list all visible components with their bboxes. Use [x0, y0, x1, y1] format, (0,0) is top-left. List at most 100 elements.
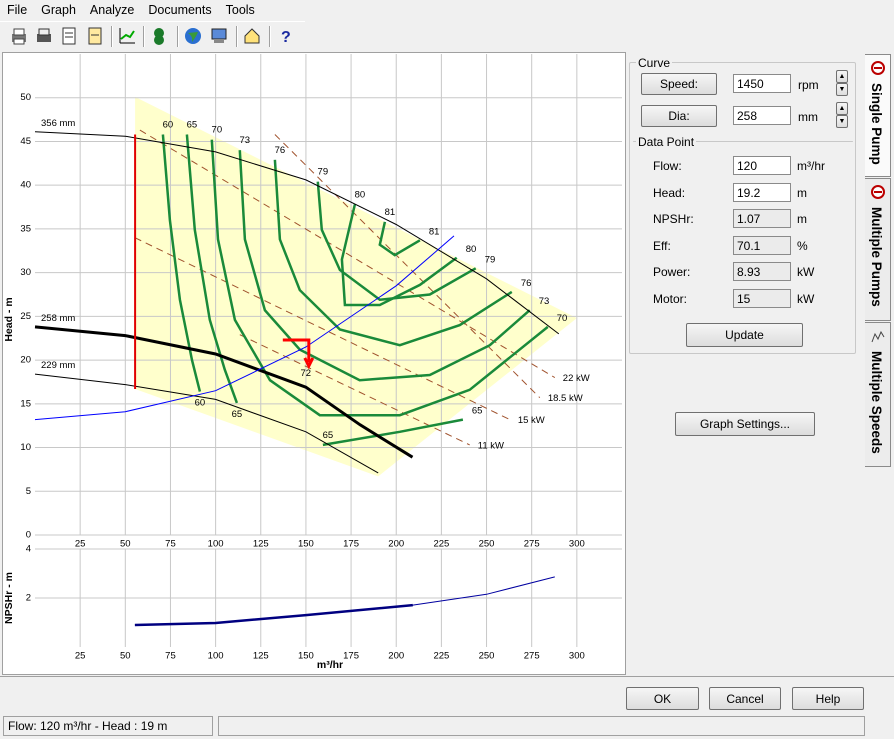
impeller-label: 258 mm	[41, 313, 75, 324]
spin-up[interactable]: ▲	[836, 70, 848, 83]
help-icon[interactable]: ?	[277, 27, 295, 45]
menu-item[interactable]: File	[7, 3, 28, 17]
x-tick-label: 225	[433, 651, 449, 662]
efficiency-label: 70	[557, 313, 568, 324]
menu-item[interactable]: Graph	[41, 3, 76, 17]
efficiency-contour	[273, 159, 513, 347]
web-icon[interactable]	[184, 27, 202, 45]
computer-icon[interactable]	[210, 27, 228, 45]
impeller-label: 229 mm	[41, 360, 75, 371]
x-tick-label: 100	[208, 539, 224, 550]
y-tick-label: 35	[20, 223, 31, 234]
y-tick-label: 30	[20, 267, 31, 278]
tab-label: Single Pump	[869, 83, 884, 165]
y-tick-label: 50	[20, 92, 31, 103]
power-line	[239, 334, 470, 446]
field-input[interactable]: 120	[733, 156, 791, 175]
efficiency-label: 80	[355, 189, 366, 200]
field-input: 1.07	[733, 209, 791, 228]
field-label: NPSHr:	[653, 212, 694, 226]
tab-icon	[871, 61, 885, 75]
x-tick-label: 225	[433, 539, 449, 550]
tab-icon	[871, 185, 885, 199]
y-tick-label: 25	[20, 311, 31, 322]
separator	[0, 676, 894, 677]
unit-label: rpm	[798, 78, 819, 92]
print-report-icon[interactable]	[60, 27, 78, 45]
print-preview-icon[interactable]	[86, 27, 104, 45]
x-tick-label: 50	[120, 651, 131, 662]
print-icon[interactable]	[10, 27, 28, 45]
curve-input[interactable]: 1450	[733, 74, 791, 93]
efficiency-contour	[378, 221, 421, 257]
x-tick-label: 25	[75, 651, 86, 662]
print-setup-icon[interactable]	[35, 27, 53, 45]
x-tick-label: 25	[75, 539, 86, 550]
efficiency-label: 73	[240, 135, 251, 146]
operating-point-label: 72	[301, 368, 312, 379]
curve-button[interactable]: Dia:	[641, 105, 717, 127]
graph-settings-button[interactable]: Graph Settings...	[675, 412, 815, 436]
field-label: Head:	[653, 185, 686, 200]
update-button[interactable]: Update	[686, 323, 803, 347]
status-pane	[218, 716, 865, 736]
y-tick-label: 4	[26, 544, 31, 555]
menu-item[interactable]: Documents	[148, 3, 212, 17]
x-tick-label: 125	[253, 539, 269, 550]
tab[interactable]: Multiple Pumps	[865, 178, 891, 321]
x-tick-label: 50	[120, 539, 131, 550]
impeller-curve	[34, 131, 560, 335]
help-button[interactable]: Help	[792, 687, 864, 710]
efficiency-label: 76	[275, 145, 286, 156]
cancel-button[interactable]: Cancel	[709, 687, 781, 710]
curve-input[interactable]: 258	[733, 106, 791, 125]
menu-item[interactable]: Analyze	[89, 3, 135, 17]
x-tick-label: 75	[165, 651, 176, 662]
home-icon[interactable]	[243, 27, 261, 45]
efficiency-label: 81	[429, 226, 440, 237]
spin-down[interactable]: ▼	[836, 83, 848, 96]
panel-frame	[629, 62, 856, 354]
power-line	[134, 237, 511, 421]
x-tick-label: 200	[388, 539, 404, 550]
efficiency-label: 79	[485, 254, 496, 265]
field-input: 8.93	[733, 262, 791, 281]
chart-icon[interactable]	[118, 27, 136, 45]
system-curve	[34, 235, 455, 421]
group-title: Curve	[636, 56, 673, 70]
y-tick-label: 45	[20, 136, 31, 147]
ok-button[interactable]: OK	[626, 687, 699, 710]
group-title: Data Point	[636, 135, 697, 149]
field-input[interactable]: 19.2	[733, 182, 791, 202]
tab[interactable]: Single Pump	[865, 54, 891, 177]
npsh-curve	[134, 603, 413, 627]
spin-up[interactable]: ▲	[836, 102, 848, 115]
x-tick-label: 275	[524, 651, 540, 662]
pump-chart: 25 50 75 100 125 150 175 200 225 250 275 3000510152…	[3, 54, 622, 671]
y-axis-title: Head - m	[3, 297, 15, 341]
efficiency-label: 60	[163, 119, 174, 130]
operating-region	[135, 96, 577, 477]
efficiency-label: 79	[318, 167, 329, 178]
operating-point	[282, 338, 315, 370]
power-label: 18.5 kW	[548, 393, 583, 404]
unit-label: m	[797, 185, 807, 200]
curve-button[interactable]: Speed:	[641, 73, 717, 95]
x-tick-label: 300	[569, 539, 585, 550]
x-tick-label: 175	[343, 539, 359, 550]
tab-label: Multiple Pumps	[869, 207, 884, 307]
y-tick-label: 5	[26, 486, 31, 497]
x-axis-title: m³/hr	[317, 659, 343, 671]
efficiency-label: 81	[385, 207, 396, 218]
tab[interactable]: Multiple Speeds	[865, 322, 891, 467]
pump-icon[interactable]	[150, 27, 168, 45]
unit-label: m³/hr	[797, 159, 825, 173]
efficiency-contour	[316, 181, 477, 301]
efficiency-label: 76	[521, 278, 532, 289]
unit-label: kW	[797, 291, 815, 306]
menu-item[interactable]: Tools	[225, 3, 255, 17]
spin-down[interactable]: ▼	[836, 115, 848, 128]
unit-label: m	[797, 212, 807, 226]
power-label: 22 kW	[563, 373, 590, 384]
y-tick-label: 2	[26, 593, 31, 604]
